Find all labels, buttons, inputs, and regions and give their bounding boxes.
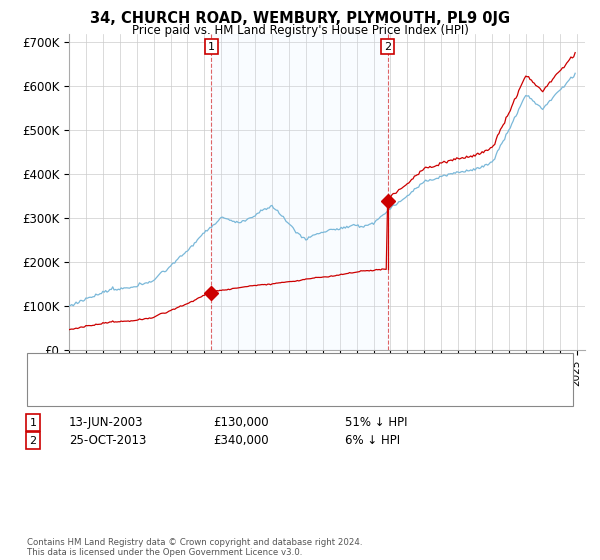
Bar xyxy=(211,34,388,350)
Text: Contains HM Land Registry data © Crown copyright and database right 2024.
This d: Contains HM Land Registry data © Crown c… xyxy=(27,538,362,557)
Text: 1: 1 xyxy=(208,41,215,52)
Text: 51% ↓ HPI: 51% ↓ HPI xyxy=(345,416,407,430)
Text: 2: 2 xyxy=(384,41,391,52)
Text: Price paid vs. HM Land Registry's House Price Index (HPI): Price paid vs. HM Land Registry's House … xyxy=(131,24,469,36)
Text: 13-JUN-2003: 13-JUN-2003 xyxy=(69,416,143,430)
Text: HPI: Average price, detached house, South Hams: HPI: Average price, detached house, Sout… xyxy=(72,386,328,396)
Text: 2: 2 xyxy=(29,436,37,446)
Text: 1: 1 xyxy=(29,418,37,428)
Text: 34, CHURCH ROAD, WEMBURY, PLYMOUTH, PL9 0JG (detached house): 34, CHURCH ROAD, WEMBURY, PLYMOUTH, PL9 … xyxy=(72,355,433,365)
Text: £340,000: £340,000 xyxy=(213,434,269,447)
Text: ——: —— xyxy=(39,353,67,367)
Text: ——: —— xyxy=(39,384,67,398)
Text: £130,000: £130,000 xyxy=(213,416,269,430)
Text: 6% ↓ HPI: 6% ↓ HPI xyxy=(345,434,400,447)
Text: 25-OCT-2013: 25-OCT-2013 xyxy=(69,434,146,447)
Text: 34, CHURCH ROAD, WEMBURY, PLYMOUTH, PL9 0JG: 34, CHURCH ROAD, WEMBURY, PLYMOUTH, PL9 … xyxy=(90,11,510,26)
